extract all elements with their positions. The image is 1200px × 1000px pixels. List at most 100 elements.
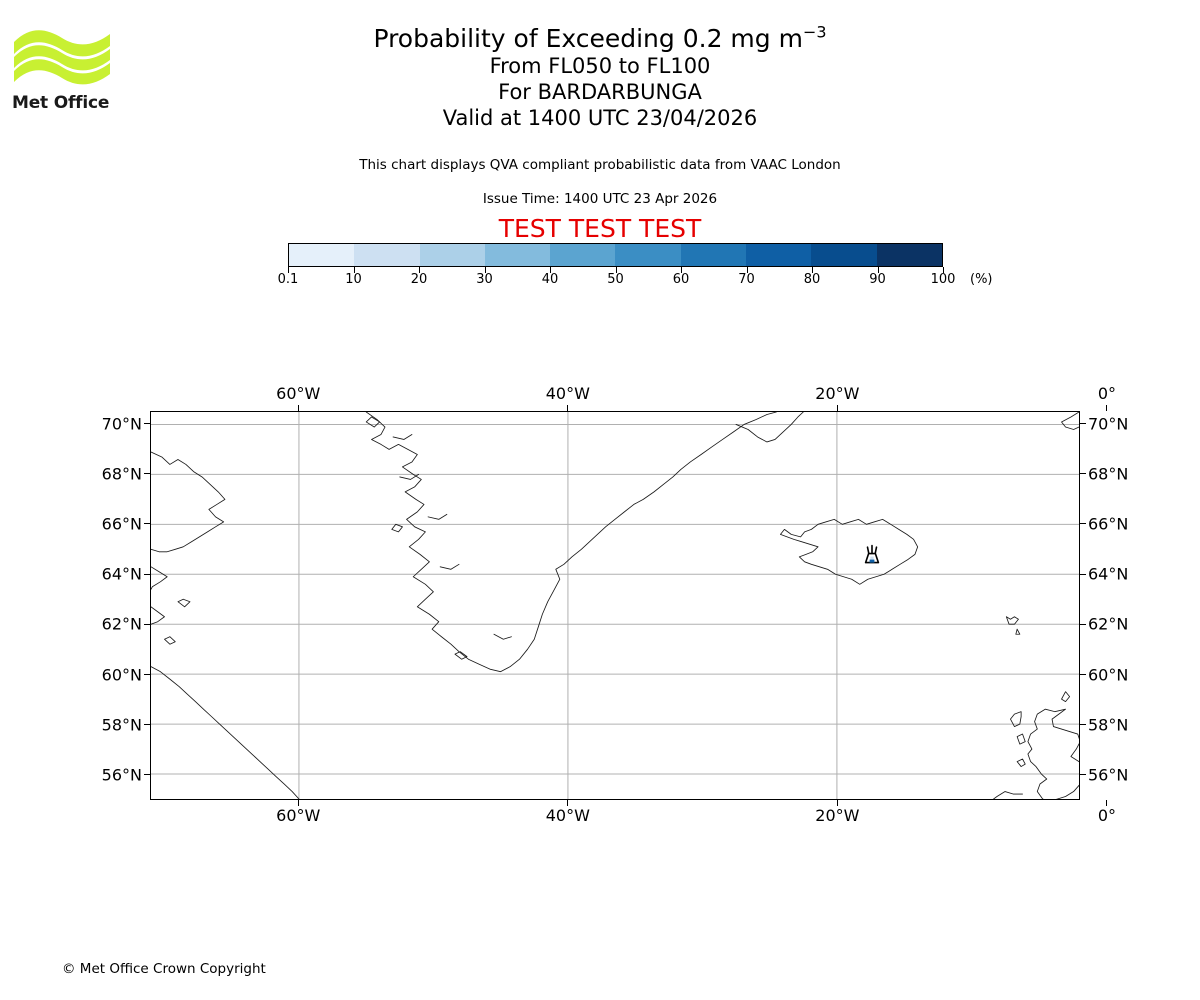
lat-label-left-58°N: 58°N — [101, 715, 142, 735]
map-canvas — [151, 412, 1079, 799]
colorbar-tick-labels: 0.1 10 20 30 40 50 60 70 80 90 100 — [278, 272, 956, 290]
colorbar-tick-label-80: 80 — [803, 272, 821, 287]
lat-label-right-70°N: 70°N — [1088, 414, 1129, 434]
colorbar-tick-30 — [484, 267, 486, 273]
colorbar-tick-70 — [746, 267, 748, 273]
lat-label-right-66°N: 66°N — [1088, 514, 1129, 534]
probability-colorbar: 0.1 10 20 30 40 50 60 70 80 90 100 — [278, 243, 955, 287]
coastline-gl_fjord5 — [493, 633, 512, 640]
lat-label-left-64°N: 64°N — [101, 564, 142, 584]
colorbar-segment-6 — [680, 244, 747, 266]
lat-tick-56°N — [144, 774, 150, 776]
lat-tick-68°N — [1080, 473, 1086, 475]
lon-label-top-20°W: 20°W — [815, 384, 860, 403]
lat-label-right-64°N: 64°N — [1088, 564, 1129, 584]
colorbar-segment-8 — [811, 244, 877, 266]
chart-title-block: Probability of Exceeding 0.2 mg m−3 From… — [0, 0, 1200, 131]
coastline-gl_isl1 — [365, 416, 381, 428]
lat-tick-70°N — [144, 423, 150, 425]
lon-tick-20°W — [836, 800, 838, 806]
colorbar-tick-60 — [681, 267, 682, 273]
coastline-gl_blosseville — [735, 412, 804, 443]
lat-tick-66°N — [144, 523, 150, 525]
colorbar-tick-label-70: 70 — [738, 272, 755, 287]
coastline-gl_fjord4 — [439, 563, 460, 570]
colorbar-tick-40 — [550, 267, 551, 273]
volcano-icon — [864, 544, 879, 564]
colorbar-tick-90 — [877, 267, 879, 273]
coastline-greenland — [365, 412, 777, 673]
colorbar-ticks — [288, 267, 944, 275]
coastline-hebrides3 — [1016, 758, 1026, 767]
lon-tick-60°W — [297, 800, 299, 806]
title-flight-levels: From FL050 to FL100 — [489, 54, 711, 78]
lon-label-top-60°W: 60°W — [276, 384, 321, 403]
lat-label-left-60°N: 60°N — [101, 665, 142, 685]
issue-time-label: Issue Time: 1400 UTC 23 Apr 2026 — [482, 191, 718, 207]
lon-tick-0° — [1106, 405, 1108, 411]
lon-tick-0° — [1106, 800, 1108, 806]
colorbar-tick-label-90: 90 — [869, 272, 886, 287]
lon-label-bottom-60°W: 60°W — [276, 806, 321, 825]
colorbar-tick-50 — [615, 267, 617, 273]
coastline-labrador — [151, 666, 300, 799]
lat-label-right-62°N: 62°N — [1088, 614, 1129, 634]
colorbar-tick-100 — [943, 267, 944, 273]
page-title-exponent: −3 — [802, 22, 827, 42]
coastline-ireland — [992, 791, 1023, 799]
colorbar-segment-5 — [615, 244, 681, 266]
colorbar-tick-label-50: 50 — [607, 272, 624, 287]
lat-label-left-68°N: 68°N — [101, 464, 142, 484]
colorbar-tick-label-30: 30 — [476, 272, 493, 287]
coastline-baffin2 — [151, 566, 168, 590]
lat-tick-60°N — [144, 674, 150, 676]
colorbar-tick-80 — [812, 267, 813, 273]
coastline-gl_fjord2 — [399, 473, 420, 480]
lat-tick-66°N — [1080, 523, 1086, 525]
lat-label-left-56°N: 56°N — [101, 765, 142, 785]
lat-label-right-60°N: 60°N — [1088, 665, 1129, 685]
lon-tick-60°W — [297, 405, 299, 411]
colorbar-tick-label-40: 40 — [541, 272, 559, 287]
lon-label-top-0°: 0° — [1097, 384, 1117, 403]
page-title: Probability of Exceeding 0.2 mg m−3 — [0, 22, 1200, 53]
test-banner: TEST TEST TEST — [498, 214, 702, 243]
coastline-faroe2 — [1015, 628, 1021, 635]
lat-label-left-66°N: 66°N — [101, 514, 142, 534]
colorbar-segment-3 — [484, 244, 551, 266]
coastline-baffin — [151, 451, 226, 553]
lon-tick-40°W — [567, 405, 569, 411]
colorbar-tick-label-10: 10 — [345, 272, 362, 287]
map-gridlines — [151, 412, 1079, 799]
colorbar-tick-label-0.1: 0.1 — [277, 272, 299, 287]
colorbar-unit-label: (%) — [970, 272, 993, 287]
colorbar-tick-10 — [353, 267, 355, 273]
coastline-iceland — [780, 518, 919, 585]
title-valid-time: Valid at 1400 UTC 23/04/2026 — [442, 106, 758, 130]
lat-tick-58°N — [1080, 724, 1086, 726]
colorbar-segment-4 — [550, 244, 616, 266]
coastline-baffin3 — [151, 606, 165, 625]
met-office-logo: Met Office — [12, 24, 112, 114]
coastline-faroe — [1005, 616, 1019, 625]
lat-tick-64°N — [144, 573, 150, 575]
lat-label-left-62°N: 62°N — [101, 614, 142, 634]
lat-tick-70°N — [1080, 423, 1086, 425]
lon-tick-40°W — [567, 800, 569, 806]
lat-tick-62°N — [1080, 623, 1086, 625]
coastline-norway — [1061, 412, 1079, 430]
lat-tick-60°N — [1080, 674, 1086, 676]
colorbar-segment-2 — [419, 244, 485, 266]
met-office-wave-icon — [14, 30, 110, 85]
copyright-notice: © Met Office Crown Copyright — [62, 961, 266, 977]
lat-tick-62°N — [144, 623, 150, 625]
coastline-lab_isl2 — [177, 598, 191, 608]
met-office-logo-text: Met Office — [12, 93, 110, 113]
lat-label-right-58°N: 58°N — [1088, 715, 1129, 735]
lon-label-bottom-20°W: 20°W — [815, 806, 860, 825]
colorbar-tick-label-60: 60 — [672, 272, 690, 287]
coastlines — [151, 412, 1079, 799]
lon-label-top-40°W: 40°W — [545, 384, 590, 403]
colorbar-segment-0 — [289, 244, 355, 266]
coastline-gl_isl3 — [454, 651, 468, 660]
